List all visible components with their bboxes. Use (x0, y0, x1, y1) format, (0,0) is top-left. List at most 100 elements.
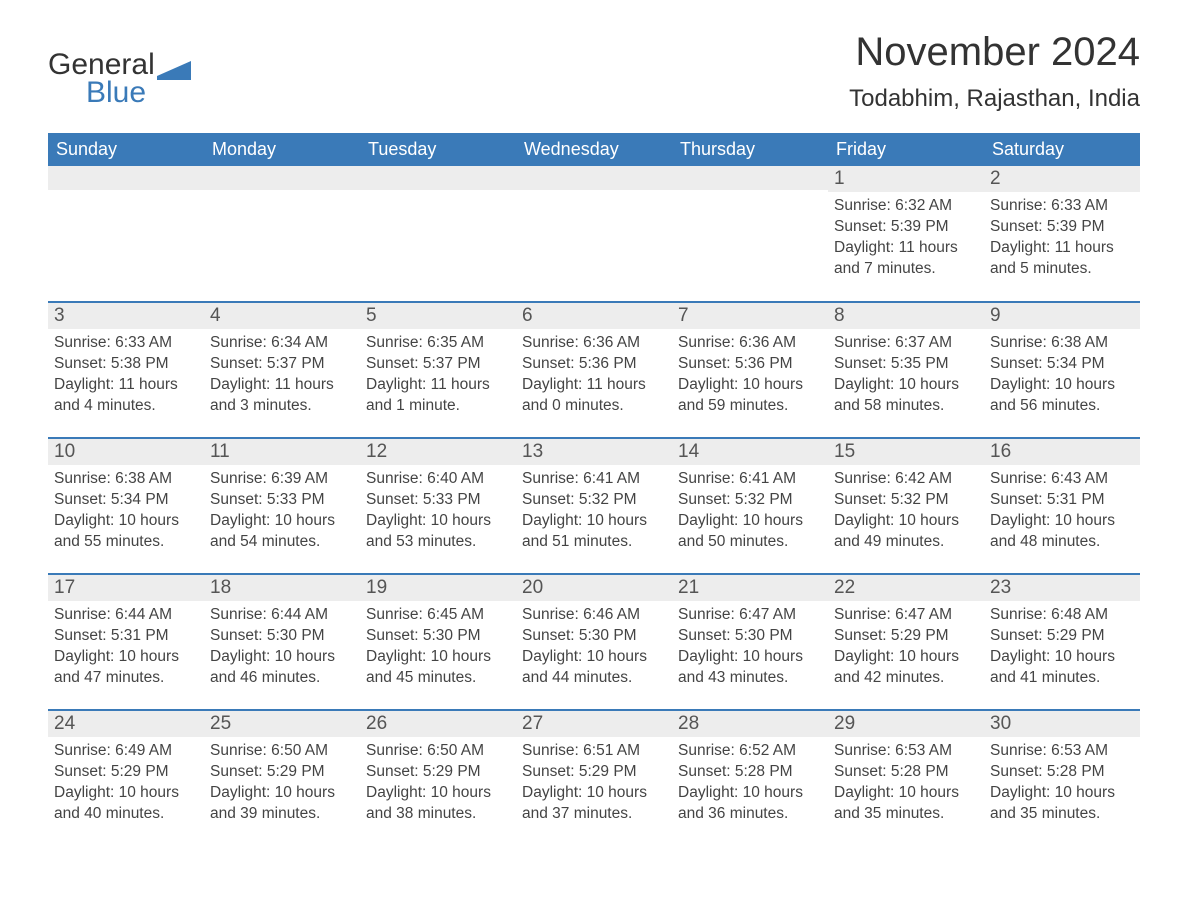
day-body: Sunrise: 6:44 AMSunset: 5:30 PM Daylight:… (204, 601, 360, 695)
sunrise-label: Sunrise: (678, 470, 739, 487)
sunset-label: Sunset: (210, 763, 267, 780)
daylight-label: Daylight: (210, 512, 275, 529)
daylight-line: Daylight: 10 hours and 54 minutes. (210, 511, 354, 553)
daylight-label: Daylight: (522, 376, 587, 393)
calendar-cell: 17Sunrise: 6:44 AMSunset: 5:31 PMDayligh… (48, 574, 204, 710)
sunrise-label: Sunrise: (54, 470, 115, 487)
daylight-label: Daylight: (834, 784, 899, 801)
daylight-label: Daylight: (990, 376, 1055, 393)
sunset-value: 5:32 PM (891, 491, 949, 508)
day-body: Sunrise: 6:53 AMSunset: 5:28 PMDaylight:… (828, 737, 984, 831)
sunset-value: 5:36 PM (735, 355, 793, 372)
sunset-label: Sunset: (54, 355, 111, 372)
sunrise-value: 6:33 AM (115, 334, 172, 351)
sunrise-value: 6:32 AM (895, 197, 952, 214)
sunrise-line: Sunrise: 6:38 AM (990, 333, 1134, 354)
sunset-line: Sunset: 5:28 PM (678, 762, 822, 783)
daylight-label: Daylight: (366, 376, 431, 393)
sunrise-label: Sunrise: (54, 334, 115, 351)
sunrise-line: Sunrise: 6:40 AM (366, 469, 510, 490)
day-number: 2 (984, 166, 1140, 192)
day-number: 9 (984, 303, 1140, 329)
sunset-line: Sunset: 5:37 PM (210, 354, 354, 375)
day-number: 19 (360, 575, 516, 601)
daylight-label: Daylight: (678, 784, 743, 801)
weekday-header: Tuesday (360, 133, 516, 166)
calendar-cell: 28Sunrise: 6:52 AMSunset: 5:28 PMDayligh… (672, 710, 828, 846)
sunset-value: 5:30 PM (267, 627, 325, 644)
sunset-label: Sunset: (366, 627, 423, 644)
calendar-week: 3Sunrise: 6:33 AMSunset: 5:38 PMDaylight… (48, 302, 1140, 438)
daylight-line: Daylight: 11 hours and 5 minutes. (990, 238, 1134, 280)
sunset-value: 5:29 PM (579, 763, 637, 780)
sunset-label: Sunset: (834, 218, 891, 235)
sunset-label: Sunset: (210, 627, 267, 644)
sunrise-line: Sunrise: 6:51 AM (522, 741, 666, 762)
day-body: Sunrise: 6:50 AMSunset: 5:29 PMDaylight:… (204, 737, 360, 831)
flag-icon (157, 58, 191, 80)
day-body: Sunrise: 6:33 AMSunset: 5:38 PMDaylight:… (48, 329, 204, 423)
sunrise-line: Sunrise: 6:52 AM (678, 741, 822, 762)
sunset-line: Sunset: 5:39 PM (834, 217, 978, 238)
daylight-line: Daylight: 10 hours and 46 minutes. (210, 647, 354, 689)
sunrise-line: Sunrise: 6:39 AM (210, 469, 354, 490)
calendar-cell: 21Sunrise: 6:47 AMSunset: 5:30 PMDayligh… (672, 574, 828, 710)
sunset-label: Sunset: (678, 763, 735, 780)
sunset-label: Sunset: (210, 355, 267, 372)
sunrise-value: 6:44 AM (271, 606, 328, 623)
sunrise-label: Sunrise: (834, 197, 895, 214)
sunrise-label: Sunrise: (210, 606, 271, 623)
calendar-cell: 25Sunrise: 6:50 AMSunset: 5:29 PMDayligh… (204, 710, 360, 846)
sunrise-value: 6:43 AM (1051, 470, 1108, 487)
sunset-label: Sunset: (522, 355, 579, 372)
calendar-cell (516, 166, 672, 302)
header: General Blue November 2024 Todabhim, Raj… (48, 30, 1140, 127)
sunset-value: 5:28 PM (1047, 763, 1105, 780)
sunrise-label: Sunrise: (366, 742, 427, 759)
sunset-label: Sunset: (54, 491, 111, 508)
sunset-value: 5:32 PM (579, 491, 637, 508)
sunrise-value: 6:41 AM (583, 470, 640, 487)
sunrise-line: Sunrise: 6:45 AM (366, 605, 510, 626)
day-number: 27 (516, 711, 672, 737)
day-number (360, 166, 516, 190)
sunset-label: Sunset: (834, 355, 891, 372)
sunrise-label: Sunrise: (210, 334, 271, 351)
sunrise-value: 6:48 AM (1051, 606, 1108, 623)
daylight-line: Daylight: 11 hours and 3 minutes. (210, 375, 354, 417)
sunset-line: Sunset: 5:31 PM (990, 490, 1134, 511)
calendar-week: 10Sunrise: 6:38 AMSunset: 5:34 PMDayligh… (48, 438, 1140, 574)
sunrise-label: Sunrise: (834, 470, 895, 487)
daylight-line: Daylight: 10 hours and 40 minutes. (54, 783, 198, 825)
sunset-line: Sunset: 5:29 PM (54, 762, 198, 783)
day-body: Sunrise: 6:41 AMSunset: 5:32 PMDaylight:… (516, 465, 672, 559)
title-block: November 2024 Todabhim, Rajasthan, India (849, 30, 1140, 127)
sunset-line: Sunset: 5:34 PM (54, 490, 198, 511)
day-number: 17 (48, 575, 204, 601)
day-number: 30 (984, 711, 1140, 737)
calendar-cell: 11Sunrise: 6:39 AMSunset: 5:33 PMDayligh… (204, 438, 360, 574)
day-number: 12 (360, 439, 516, 465)
sunset-line: Sunset: 5:39 PM (990, 217, 1134, 238)
sunrise-line: Sunrise: 6:47 AM (678, 605, 822, 626)
sunset-line: Sunset: 5:31 PM (54, 626, 198, 647)
daylight-line: Daylight: 10 hours and 48 minutes. (990, 511, 1134, 553)
weekday-header: Monday (204, 133, 360, 166)
sunset-line: Sunset: 5:29 PM (990, 626, 1134, 647)
day-body: Sunrise: 6:43 AMSunset: 5:31 PMDaylight:… (984, 465, 1140, 559)
sunset-label: Sunset: (990, 218, 1047, 235)
sunset-label: Sunset: (522, 627, 579, 644)
sunrise-label: Sunrise: (678, 742, 739, 759)
day-number (672, 166, 828, 190)
calendar-cell: 23Sunrise: 6:48 AMSunset: 5:29 PMDayligh… (984, 574, 1140, 710)
sunset-value: 5:30 PM (735, 627, 793, 644)
day-body: Sunrise: 6:34 AMSunset: 5:37 PMDaylight:… (204, 329, 360, 423)
daylight-label: Daylight: (366, 512, 431, 529)
daylight-label: Daylight: (834, 376, 899, 393)
calendar-cell: 27Sunrise: 6:51 AMSunset: 5:29 PMDayligh… (516, 710, 672, 846)
sunrise-label: Sunrise: (990, 334, 1051, 351)
day-number: 16 (984, 439, 1140, 465)
daylight-line: Daylight: 11 hours and 7 minutes. (834, 238, 978, 280)
sunset-line: Sunset: 5:36 PM (522, 354, 666, 375)
calendar-cell: 13Sunrise: 6:41 AMSunset: 5:32 PMDayligh… (516, 438, 672, 574)
